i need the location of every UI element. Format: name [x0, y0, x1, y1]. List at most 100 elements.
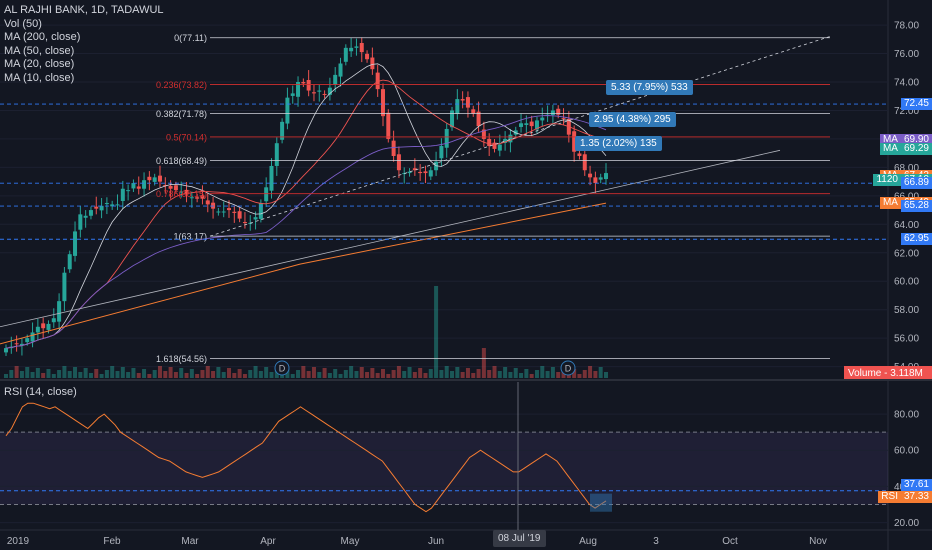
- candle-body: [354, 46, 359, 48]
- volume-bar: [380, 369, 385, 378]
- candle-body: [253, 217, 258, 220]
- x-tick-label: Oct: [722, 536, 738, 547]
- crosshair-date-label: 08 Jul '19: [493, 530, 546, 547]
- candle-body: [327, 87, 332, 95]
- volume-bar: [455, 367, 460, 378]
- volume-bar: [604, 372, 608, 378]
- volume-bar: [211, 371, 216, 378]
- fib-level-label: 0.236(73.82): [156, 80, 207, 90]
- volume-bar: [497, 371, 502, 378]
- event-marker-label: D: [565, 364, 572, 374]
- volume-bar: [311, 367, 316, 378]
- candle-body: [572, 131, 577, 152]
- candle-body: [370, 57, 375, 70]
- legend-ma20[interactable]: MA (20, close): [4, 58, 75, 70]
- volume-bar: [99, 374, 104, 378]
- legend-ma10[interactable]: MA (10, close): [4, 71, 75, 84]
- volume-bar: [471, 373, 476, 378]
- volume-bar: [168, 367, 173, 378]
- rsi-legend[interactable]: RSI (14, close): [4, 386, 77, 398]
- candle-body: [19, 343, 24, 346]
- rsi-badge: RSI 37.33: [878, 491, 932, 504]
- y-tick-label: 72.00: [894, 106, 919, 117]
- volume-bar: [152, 370, 157, 378]
- candle-body: [503, 138, 508, 143]
- rsi-badge-value: 37.33: [900, 491, 932, 504]
- volume-bar: [598, 367, 603, 378]
- legend-ma50[interactable]: MA (50, close): [4, 44, 75, 57]
- volume-bar: [30, 372, 35, 378]
- candle-body: [14, 343, 19, 345]
- candle-body: [62, 272, 67, 302]
- volume-bar: [349, 366, 354, 378]
- legend-volume[interactable]: Vol (50): [4, 17, 42, 30]
- candle-body: [173, 185, 178, 191]
- measure-label-1[interactable]: 5.33 (7.95%) 533: [606, 80, 693, 95]
- candle-body: [439, 146, 444, 159]
- event-marker: D: [274, 360, 290, 376]
- y-tick-label: 68.00: [894, 163, 919, 174]
- volume-bar: [248, 370, 253, 378]
- volume-bar: [322, 368, 327, 378]
- y-tick-label: 60.00: [894, 277, 919, 288]
- candle-body: [519, 123, 524, 127]
- volume-bar: [396, 366, 401, 378]
- volume-bar: [296, 370, 301, 378]
- volume-bar: [412, 372, 417, 378]
- measure-label-3[interactable]: 1.35 (2.02%) 135: [575, 136, 662, 151]
- volume-bar: [88, 373, 93, 378]
- candle-body: [67, 254, 72, 270]
- rsi-badge-key: RSI: [878, 491, 901, 504]
- volume-bar: [359, 367, 364, 378]
- volume-bar: [444, 366, 449, 378]
- volume-bar: [301, 366, 306, 378]
- candle-body: [338, 63, 343, 77]
- volume-bar: [439, 370, 444, 378]
- volume-bar: [4, 374, 8, 378]
- volume-bar: [232, 373, 237, 378]
- candle-body: [280, 121, 285, 140]
- volume-bar: [94, 369, 99, 378]
- ma10-line: [5, 63, 607, 349]
- volume-bar: [221, 372, 226, 378]
- candle-body: [168, 185, 173, 189]
- volume-bar: [317, 372, 322, 378]
- candle-body: [561, 118, 566, 120]
- volume-bar: [343, 370, 348, 378]
- volume-bar: [83, 368, 88, 378]
- volume-bar: [216, 367, 221, 378]
- x-tick-label: 2019: [7, 536, 30, 547]
- y-tick-label: 64.00: [894, 220, 919, 231]
- volume-bar: [375, 373, 380, 378]
- x-tick-label: Jun: [428, 536, 444, 547]
- volume-bar: [62, 366, 67, 378]
- measure-label-2[interactable]: 2.95 (4.38%) 295: [589, 112, 676, 127]
- candle-body: [301, 82, 306, 84]
- volume-bar: [285, 369, 290, 378]
- volume-bar: [126, 372, 131, 378]
- candle-body: [200, 195, 205, 199]
- volume-bar: [513, 368, 518, 378]
- y-tick-label: 62.00: [894, 248, 919, 259]
- candle-body: [540, 117, 545, 121]
- candle-body: [25, 338, 30, 343]
- volume-bar: [465, 368, 470, 378]
- event-marker-label: D: [279, 364, 286, 374]
- x-tick-label: Nov: [809, 536, 827, 547]
- volume-bar: [104, 370, 109, 378]
- candle-body: [57, 301, 62, 322]
- candle-body: [428, 170, 433, 177]
- volume-bar: [67, 371, 72, 378]
- symbol-title[interactable]: AL RAJHI BANK, 1D, TADAWUL: [4, 4, 164, 16]
- candle-body: [195, 197, 200, 199]
- volume-bar: [588, 366, 593, 378]
- candle-body: [311, 92, 316, 94]
- legend-ma200[interactable]: MA (200, close): [4, 31, 81, 43]
- volume-bar: [173, 372, 178, 378]
- x-tick-label: Feb: [103, 536, 121, 547]
- y-tick-label: 58.00: [894, 305, 919, 316]
- volume-bar: [540, 366, 545, 378]
- main-legend: AL RAJHI BANK, 1D, TADAWUL Vol (50) MA (…: [4, 4, 164, 85]
- volume-bar: [566, 373, 571, 378]
